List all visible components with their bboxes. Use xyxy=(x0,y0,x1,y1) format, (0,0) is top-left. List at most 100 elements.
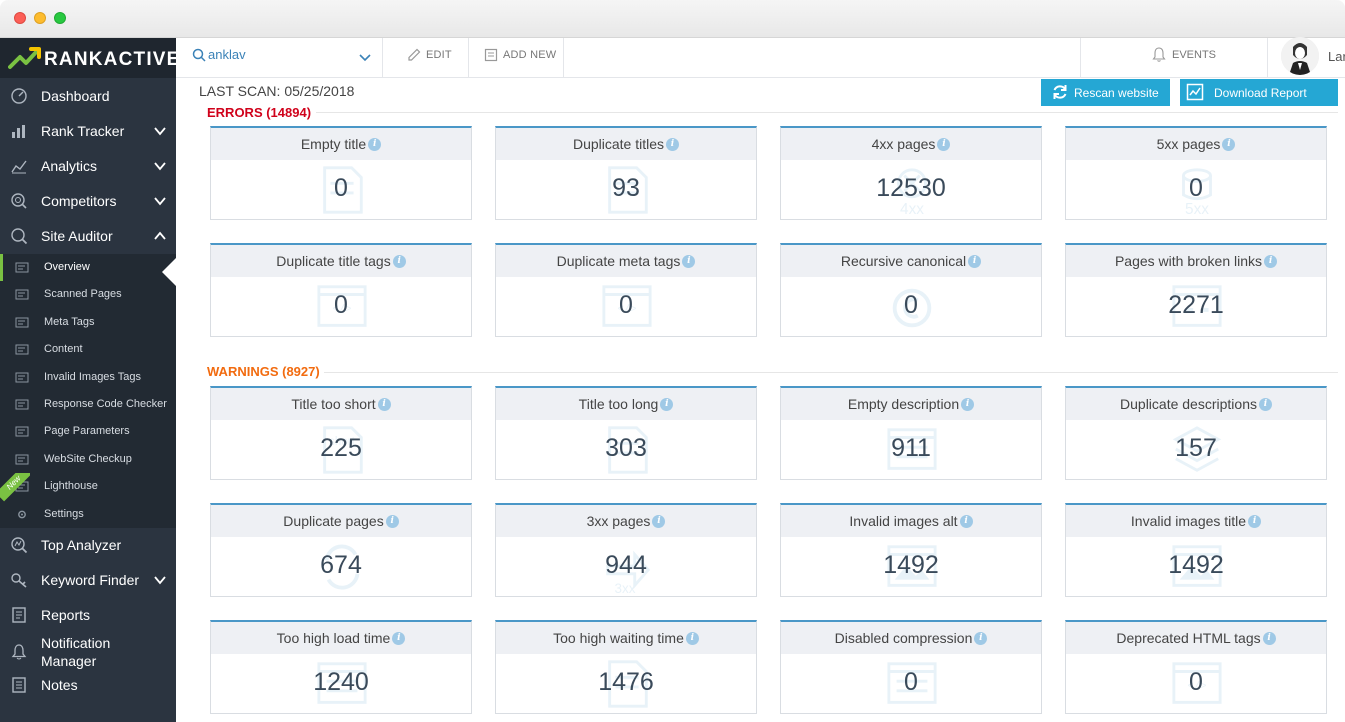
metric-card-5xx-pages[interactable]: 5xx pages i 5xx 0 xyxy=(1065,126,1327,220)
submenu-item-meta-tags[interactable]: Meta Tags xyxy=(0,309,176,336)
submenu-item-label: Lighthouse xyxy=(44,480,98,493)
maximize-window-button[interactable] xyxy=(54,12,66,24)
metric-card-title-too-short[interactable]: Title too short i short 225 xyxy=(210,386,472,480)
metric-card-pages-with-broken-links[interactable]: Pages with broken links i 2271 xyxy=(1065,243,1327,337)
metric-card-too-high-waiting-time[interactable]: Too high waiting time i 1476 xyxy=(495,620,757,714)
info-icon[interactable]: i xyxy=(1258,398,1272,411)
metric-card-3xx-pages[interactable]: 3xx pages i 3xx 944 xyxy=(495,503,757,597)
metric-card-duplicate-pages[interactable]: Duplicate pages i 674 xyxy=(210,503,472,597)
sidebar-item-site-auditor[interactable]: Site Auditor xyxy=(0,219,176,253)
metric-card-value[interactable]: 225 xyxy=(320,434,362,462)
metric-card-invalid-images-title[interactable]: Invalid images title i 1492 xyxy=(1065,503,1327,597)
sidebar-item-notes[interactable]: Notes xyxy=(0,668,176,702)
sidebar-item-keyword-finder[interactable]: Keyword Finder xyxy=(0,563,176,597)
info-icon[interactable]: i xyxy=(666,138,680,151)
metric-card-value[interactable]: 911 xyxy=(891,434,931,462)
metric-card-duplicate-title-tags[interactable]: Duplicate title tags i </> 0 xyxy=(210,243,472,337)
submenu-item-invalid-images-tags[interactable]: Invalid Images Tags xyxy=(0,364,176,391)
chevron-down-icon[interactable] xyxy=(152,572,168,588)
close-window-button[interactable] xyxy=(14,12,26,24)
metric-card-recursive-canonical[interactable]: Recursive canonical i 0 xyxy=(780,243,1042,337)
rescan-website-button[interactable]: Rescan website xyxy=(1041,79,1170,106)
metric-card-duplicate-descriptions[interactable]: Duplicate descriptions i 157 xyxy=(1065,386,1327,480)
submenu-item-page-parameters[interactable]: Page Parameters xyxy=(0,418,176,445)
info-icon[interactable]: i xyxy=(1262,632,1276,645)
minimize-window-button[interactable] xyxy=(34,12,46,24)
logo[interactable]: RANKACTIVE xyxy=(0,38,179,78)
metric-card-invalid-images-alt[interactable]: Invalid images alt i 1492 xyxy=(780,503,1042,597)
metric-card-deprecated-html-tags[interactable]: Deprecated HTML tags i </> 0 xyxy=(1065,620,1327,714)
metric-card-value[interactable]: 12530 xyxy=(876,174,946,202)
info-icon[interactable]: i xyxy=(660,398,674,411)
avatar[interactable] xyxy=(1281,37,1319,75)
info-icon[interactable]: i xyxy=(652,515,666,528)
submenu-item-website-checkup[interactable]: WebSite Checkup xyxy=(0,446,176,473)
submenu-item-settings[interactable]: Settings xyxy=(0,501,176,528)
events-button[interactable]: EVENTS xyxy=(1080,38,1268,78)
metric-card-value[interactable]: 0 xyxy=(619,291,633,319)
metric-card-value[interactable]: 303 xyxy=(605,434,647,462)
metric-card-value[interactable]: 1240 xyxy=(313,668,369,696)
chevron-down-icon[interactable] xyxy=(152,193,168,209)
metric-card-duplicate-titles[interactable]: Duplicate titles i 93 xyxy=(495,126,757,220)
sidebar-item-rank-tracker[interactable]: Rank Tracker xyxy=(0,114,176,148)
chevron-down-icon[interactable] xyxy=(152,123,168,139)
info-icon[interactable]: i xyxy=(368,138,382,151)
metric-card-value[interactable]: 1492 xyxy=(883,551,939,579)
metric-card-value[interactable]: 674 xyxy=(320,551,362,579)
metric-card-value[interactable]: 1476 xyxy=(598,668,654,696)
metric-card-4xx-pages[interactable]: 4xx pages i 4xx 12530 xyxy=(780,126,1042,220)
sidebar-item-analytics[interactable]: Analytics xyxy=(0,149,176,183)
submenu-item-scanned-pages[interactable]: Scanned Pages xyxy=(0,281,176,308)
info-icon[interactable]: i xyxy=(968,255,982,268)
info-icon[interactable]: i xyxy=(682,255,696,268)
metric-card-value[interactable]: 0 xyxy=(334,291,348,319)
metric-card-empty-title[interactable]: Empty title i 0 xyxy=(210,126,472,220)
metric-card-disabled-compression[interactable]: Disabled compression i 0 xyxy=(780,620,1042,714)
info-icon[interactable]: i xyxy=(392,632,406,645)
info-icon[interactable]: i xyxy=(392,255,406,268)
metric-card-value[interactable]: 0 xyxy=(1189,174,1203,202)
metric-card-empty-description[interactable]: Empty description i 911 xyxy=(780,386,1042,480)
sidebar-item-dashboard[interactable]: Dashboard xyxy=(0,79,176,113)
metric-card-title-too-long[interactable]: Title too long i 303 xyxy=(495,386,757,480)
sidebar-item-competitors[interactable]: Competitors xyxy=(0,184,176,218)
submenu-item-overview[interactable]: Overview xyxy=(0,254,176,286)
metric-card-too-high-load-time[interactable]: Too high load time i 1240 xyxy=(210,620,472,714)
metric-card-value[interactable]: 0 xyxy=(334,174,348,202)
info-icon[interactable]: i xyxy=(1264,255,1278,268)
info-icon[interactable]: i xyxy=(974,632,988,645)
submenu-item-response-code-checker[interactable]: Response Code Checker xyxy=(0,391,176,418)
metric-card-value[interactable]: 0 xyxy=(1189,668,1203,696)
metric-card-value[interactable]: 944 xyxy=(605,551,647,579)
metric-card-value[interactable]: 2271 xyxy=(1168,291,1224,319)
svg-text:</>: </> xyxy=(332,304,351,316)
info-icon[interactable]: i xyxy=(1222,138,1236,151)
metric-card-value[interactable]: 93 xyxy=(612,174,640,202)
info-icon[interactable]: i xyxy=(1248,515,1262,528)
info-icon[interactable]: i xyxy=(937,138,951,151)
info-icon[interactable]: i xyxy=(959,515,973,528)
info-icon[interactable]: i xyxy=(961,398,975,411)
sidebar-item-reports[interactable]: Reports xyxy=(0,598,176,632)
submenu-item-content[interactable]: Content xyxy=(0,336,176,363)
info-icon[interactable]: i xyxy=(377,398,391,411)
metric-card-value[interactable]: 1492 xyxy=(1168,551,1224,579)
metric-card-duplicate-meta-tags[interactable]: Duplicate meta tags i </> 0 xyxy=(495,243,757,337)
info-icon[interactable]: i xyxy=(685,632,699,645)
metric-card-value[interactable]: 157 xyxy=(1175,434,1217,462)
add-new-button[interactable]: ADD NEW xyxy=(469,38,564,78)
sidebar-item-top-analyzer[interactable]: Top Analyzer xyxy=(0,528,176,562)
project-selector[interactable]: anklav xyxy=(176,38,383,78)
metric-card-value[interactable]: 0 xyxy=(904,291,918,319)
chevron-up-icon[interactable] xyxy=(152,228,168,244)
edit-button[interactable]: EDIT xyxy=(383,38,469,78)
sidebar-item-notification-manager[interactable]: Notification Manager xyxy=(0,633,176,669)
chevron-down-icon[interactable] xyxy=(152,158,168,174)
info-icon[interactable]: i xyxy=(385,515,399,528)
metric-card-header: 4xx pages i xyxy=(781,128,1041,160)
download-report-button[interactable]: Download Report xyxy=(1180,79,1338,106)
metric-card-value[interactable]: 0 xyxy=(904,668,918,696)
submenu-item-lighthouse[interactable]: Lighthouse New xyxy=(0,473,176,502)
sidebar-item-label: Rank Tracker xyxy=(41,123,125,139)
